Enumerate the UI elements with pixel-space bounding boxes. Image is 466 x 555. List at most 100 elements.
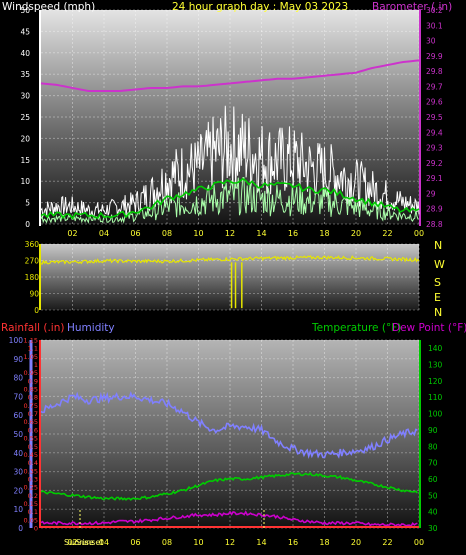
humidity-tick-label: 100 <box>9 336 24 345</box>
temperature-tick-label: 70 <box>428 459 438 468</box>
barometer-tick-label: 29.8 <box>426 67 443 76</box>
x-tick-label: 02 <box>67 538 77 547</box>
temperature-tick-label: 140 <box>428 344 443 353</box>
x-tick-label: 06 <box>130 229 140 238</box>
wind-tick-label: 15 <box>20 156 30 165</box>
wind-tick-label: 0 <box>25 220 30 229</box>
x-tick-label: 22 <box>382 538 392 547</box>
compass-n-top: N <box>434 239 442 252</box>
barometer-tick-label: 28.8 <box>426 220 443 229</box>
gust-line <box>40 105 420 219</box>
x-tick-label: 04 <box>99 538 109 547</box>
x-tick-label: 16 <box>288 538 298 547</box>
x-tick-label: 20 <box>351 538 361 547</box>
x-tick-label: 08 <box>162 538 172 547</box>
x-tick-label: 00 <box>414 538 424 547</box>
temperature-tick-label: 30 <box>428 524 438 533</box>
barometer-tick-label: 29.3 <box>426 144 443 153</box>
rain-tick-label: 0.05 <box>24 516 38 524</box>
barometer-tick-label: 29.4 <box>426 128 443 137</box>
temperature-tick-label: 90 <box>428 426 438 435</box>
x-tick-label: 02 <box>67 229 77 238</box>
rain-tick-label: 0.8 <box>28 394 38 402</box>
axes <box>29 10 421 528</box>
rain-tick-label: 0.35 <box>24 467 38 475</box>
temperature-tick-label: 40 <box>428 508 438 517</box>
barometer-tick-label: 30.1 <box>426 21 443 30</box>
x-tick-label: 14 <box>256 538 266 547</box>
barometer-tick-label: 28.9 <box>426 205 443 214</box>
sunrise-label: Sunrise <box>64 538 94 547</box>
barometer-tick-label: 29.2 <box>426 159 443 168</box>
rain-tick-label: 1.05 <box>24 353 38 361</box>
wind-tick-label: 30 <box>20 92 30 101</box>
rain-tick-label: 0.5 <box>28 443 38 451</box>
compass-s: S <box>434 276 441 289</box>
humidity-tick-label: 10 <box>13 505 23 514</box>
climate-panel <box>41 340 419 528</box>
rain-tick-label: 0.95 <box>24 369 38 377</box>
barometer-tick-label: 29.9 <box>426 52 443 61</box>
x-tick-label: 18 <box>319 229 329 238</box>
wind-tick-label: 20 <box>20 134 30 143</box>
temperature-tick-label: 80 <box>428 442 438 451</box>
humidity-tick-label: 0 <box>18 524 23 533</box>
temperature-line <box>40 471 418 501</box>
wind-tick-label: 45 <box>20 27 30 36</box>
humidity-tick-label: 30 <box>13 468 23 477</box>
rain-tick-label: 0.6 <box>28 426 38 434</box>
humidity-tick-label: 40 <box>13 449 23 458</box>
barometer-tick-label: 30.2 <box>426 6 443 15</box>
rain-tick-label: 1.1 <box>28 345 38 353</box>
direction-panel <box>41 244 419 310</box>
rain-tick-label: 0 <box>34 525 38 533</box>
rain-tick-label: 0.65 <box>24 418 38 426</box>
humidity-tick-label: 20 <box>13 486 23 495</box>
direction-tick-label: 180 <box>25 273 40 282</box>
rain-tick-label: 0.2 <box>28 492 38 500</box>
humidity-line <box>40 390 418 459</box>
x-tick-label: 04 <box>99 229 109 238</box>
wind-tick-label: 40 <box>20 49 30 58</box>
x-tick-label: 08 <box>162 229 172 238</box>
rain-tick-label: 0.15 <box>24 500 38 508</box>
rain-tick-label: 0.7 <box>28 410 38 418</box>
temperature-tick-label: 110 <box>428 393 443 402</box>
sunset-label: Sunset <box>76 538 103 547</box>
rain-tick-label: 0.85 <box>24 386 38 394</box>
direction-tick-label: 90 <box>29 290 39 299</box>
direction-tick-label: 270 <box>25 257 40 266</box>
rain-tick-label: 1 <box>34 361 38 369</box>
wind-tick-label: 5 <box>25 199 30 208</box>
rain-tick-label: 0.3 <box>28 475 38 483</box>
compass-w: W <box>434 258 445 271</box>
rain-tick-label: 0.9 <box>28 377 38 385</box>
chart-title: 24 hour graph day : May 03 2023 <box>172 1 348 13</box>
temperature-tick-label: 120 <box>428 377 443 386</box>
x-tick-label: 10 <box>193 229 203 238</box>
rain-tick-label: 0.1 <box>28 508 38 516</box>
barometer-line <box>40 59 420 92</box>
barometer-axis-title: Barometer (.in) <box>372 1 452 13</box>
humidity-tick-label: 70 <box>13 392 23 401</box>
compass-n-bottom: N <box>434 306 442 319</box>
x-tick-label: 16 <box>288 229 298 238</box>
wind-tick-label: 50 <box>20 6 30 15</box>
temperature-tick-label: 60 <box>428 475 438 484</box>
x-tick-label: 12 <box>225 229 235 238</box>
humidity-tick-label: 90 <box>13 355 23 364</box>
dewpoint-line <box>40 510 418 528</box>
humidity-tick-label: 80 <box>13 374 23 383</box>
x-tick-label: 00 <box>414 229 424 238</box>
x-tick-label: 06 <box>130 538 140 547</box>
temperature-tick-label: 100 <box>428 410 443 419</box>
barometer-tick-label: 29.5 <box>426 113 443 122</box>
x-tick-label: 20 <box>351 229 361 238</box>
wind-tick-label: 35 <box>20 70 30 79</box>
wind-direction-line <box>41 255 420 265</box>
wind-tick-label: 25 <box>20 113 30 122</box>
rain-tick-label: 0.4 <box>28 459 38 467</box>
compass-e: E <box>434 291 441 304</box>
data-series <box>40 59 420 528</box>
rain-tick-label: 0.75 <box>24 402 38 410</box>
